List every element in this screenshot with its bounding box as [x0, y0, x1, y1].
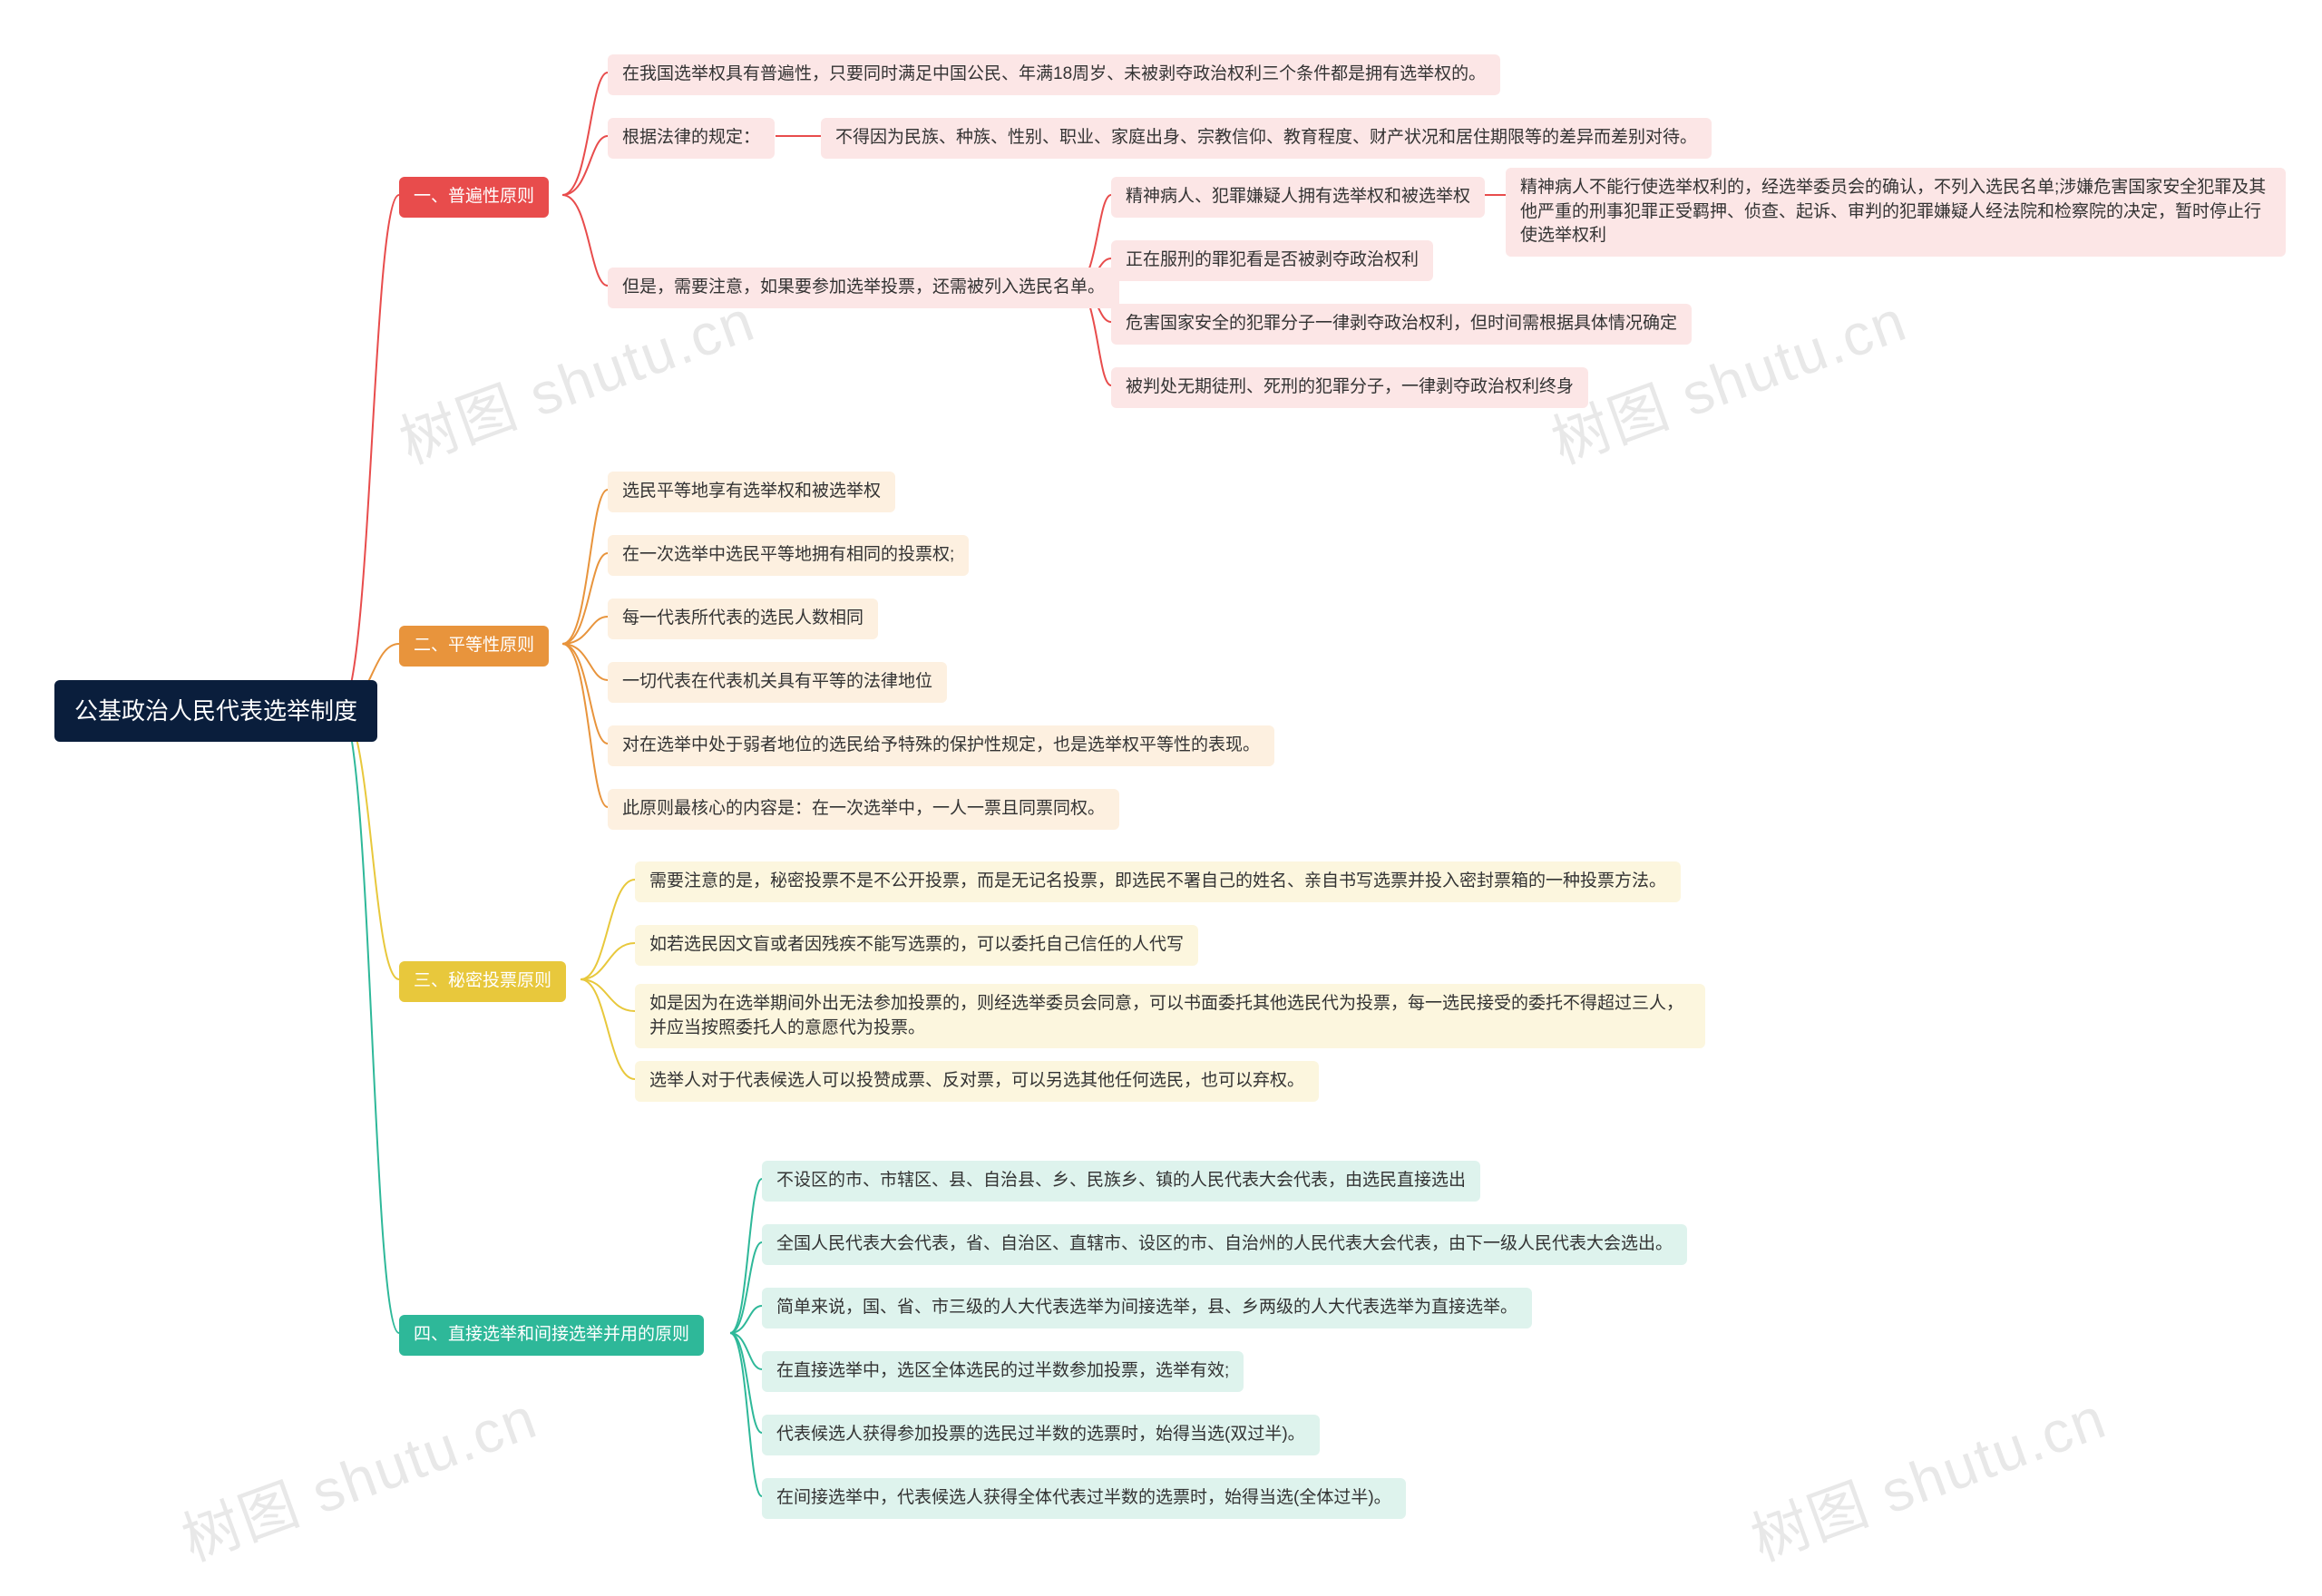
- leaf[interactable]: 但是，需要注意，如果要参加选举投票，还需被列入选民名单。: [608, 268, 1119, 308]
- leaf[interactable]: 选举人对于代表候选人可以投赞成票、反对票，可以另选其他任何选民，也可以弃权。: [635, 1061, 1319, 1102]
- leaf[interactable]: 如若选民因文盲或者因残疾不能写选票的，可以委托自己信任的人代写: [635, 925, 1198, 966]
- leaf[interactable]: 在我国选举权具有普遍性，只要同时满足中国公民、年满18周岁、未被剥夺政治权利三个…: [608, 54, 1500, 95]
- leaf[interactable]: 正在服刑的罪犯看是否被剥夺政治权利: [1111, 240, 1433, 281]
- leaf[interactable]: 在间接选举中，代表候选人获得全体代表过半数的选票时，始得当选(全体过半)。: [762, 1478, 1406, 1519]
- branch-4[interactable]: 四、直接选举和间接选举并用的原则: [399, 1315, 704, 1356]
- leaf[interactable]: 根据法律的规定：: [608, 118, 775, 159]
- branch-3[interactable]: 三、秘密投票原则: [399, 961, 566, 1002]
- leaf[interactable]: 在直接选举中，选区全体选民的过半数参加投票，选举有效;: [762, 1351, 1244, 1392]
- leaf[interactable]: 如是因为在选举期间外出无法参加投票的，则经选举委员会同意，可以书面委托其他选民代…: [635, 984, 1705, 1048]
- leaf[interactable]: 全国人民代表大会代表，省、自治区、直辖市、设区的市、自治州的人民代表大会代表，由…: [762, 1224, 1687, 1265]
- leaf[interactable]: 一切代表在代表机关具有平等的法律地位: [608, 662, 947, 703]
- branch-1[interactable]: 一、普遍性原则: [399, 177, 549, 218]
- leaf[interactable]: 精神病人不能行使选举权利的，经选举委员会的确认，不列入选民名单;涉嫌危害国家安全…: [1506, 168, 2286, 257]
- leaf[interactable]: 不得因为民族、种族、性别、职业、家庭出身、宗教信仰、教育程度、财产状况和居住期限…: [821, 118, 1712, 159]
- watermark: 树图 shutu.cn: [1739, 1372, 2116, 1578]
- leaf[interactable]: 不设区的市、市辖区、县、自治县、乡、民族乡、镇的人民代表大会代表，由选民直接选出: [762, 1161, 1480, 1202]
- leaf[interactable]: 对在选举中处于弱者地位的选民给予特殊的保护性规定，也是选举权平等性的表现。: [608, 725, 1274, 766]
- leaf[interactable]: 需要注意的是，秘密投票不是不公开投票，而是无记名投票，即选民不署自己的姓名、亲自…: [635, 861, 1681, 902]
- leaf[interactable]: 每一代表所代表的选民人数相同: [608, 598, 878, 639]
- leaf[interactable]: 危害国家安全的犯罪分子一律剥夺政治权利，但时间需根据具体情况确定: [1111, 304, 1692, 345]
- leaf[interactable]: 被判处无期徒刑、死刑的犯罪分子，一律剥夺政治权利终身: [1111, 367, 1588, 408]
- leaf[interactable]: 此原则最核心的内容是：在一次选举中，一人一票且同票同权。: [608, 789, 1119, 830]
- leaf[interactable]: 精神病人、犯罪嫌疑人拥有选举权和被选举权: [1111, 177, 1485, 218]
- root-node[interactable]: 公基政治人民代表选举制度: [54, 680, 377, 742]
- branch-2[interactable]: 二、平等性原则: [399, 626, 549, 667]
- leaf[interactable]: 选民平等地享有选举权和被选举权: [608, 472, 895, 512]
- watermark: 树图 shutu.cn: [170, 1372, 547, 1578]
- leaf[interactable]: 简单来说，国、省、市三级的人大代表选举为间接选举，县、乡两级的人大代表选举为直接…: [762, 1288, 1532, 1328]
- leaf[interactable]: 代表候选人获得参加投票的选民过半数的选票时，始得当选(双过半)。: [762, 1415, 1320, 1455]
- leaf[interactable]: 在一次选举中选民平等地拥有相同的投票权;: [608, 535, 969, 576]
